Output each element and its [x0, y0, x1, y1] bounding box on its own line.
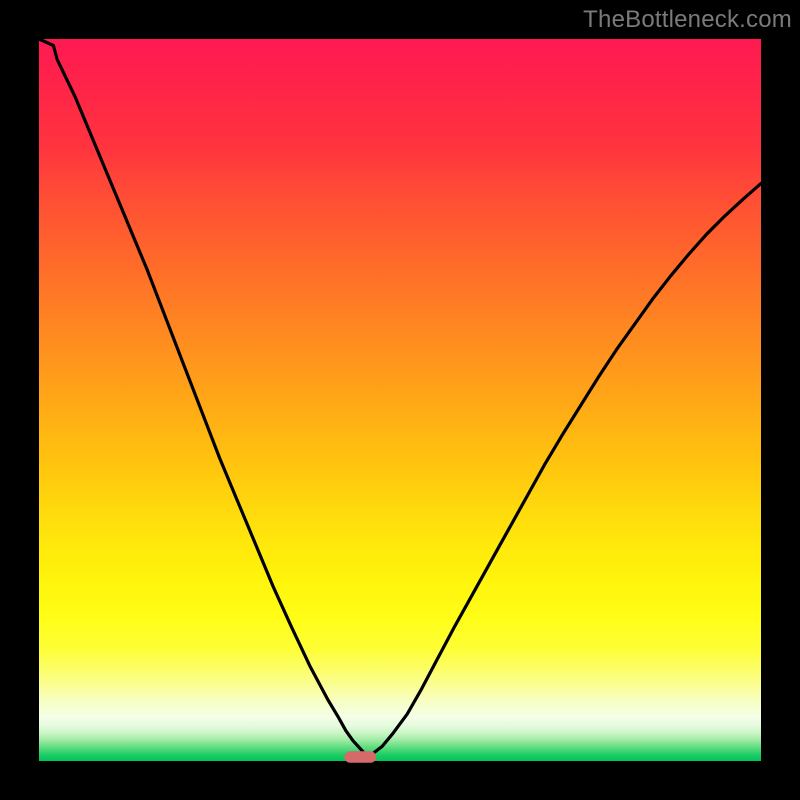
bottleneck-chart-svg	[0, 0, 800, 800]
watermark-text: TheBottleneck.com	[583, 6, 792, 34]
plot-background-gradient	[39, 39, 761, 761]
optimal-point-marker	[344, 751, 376, 763]
chart-stage: TheBottleneck.com	[0, 0, 800, 800]
